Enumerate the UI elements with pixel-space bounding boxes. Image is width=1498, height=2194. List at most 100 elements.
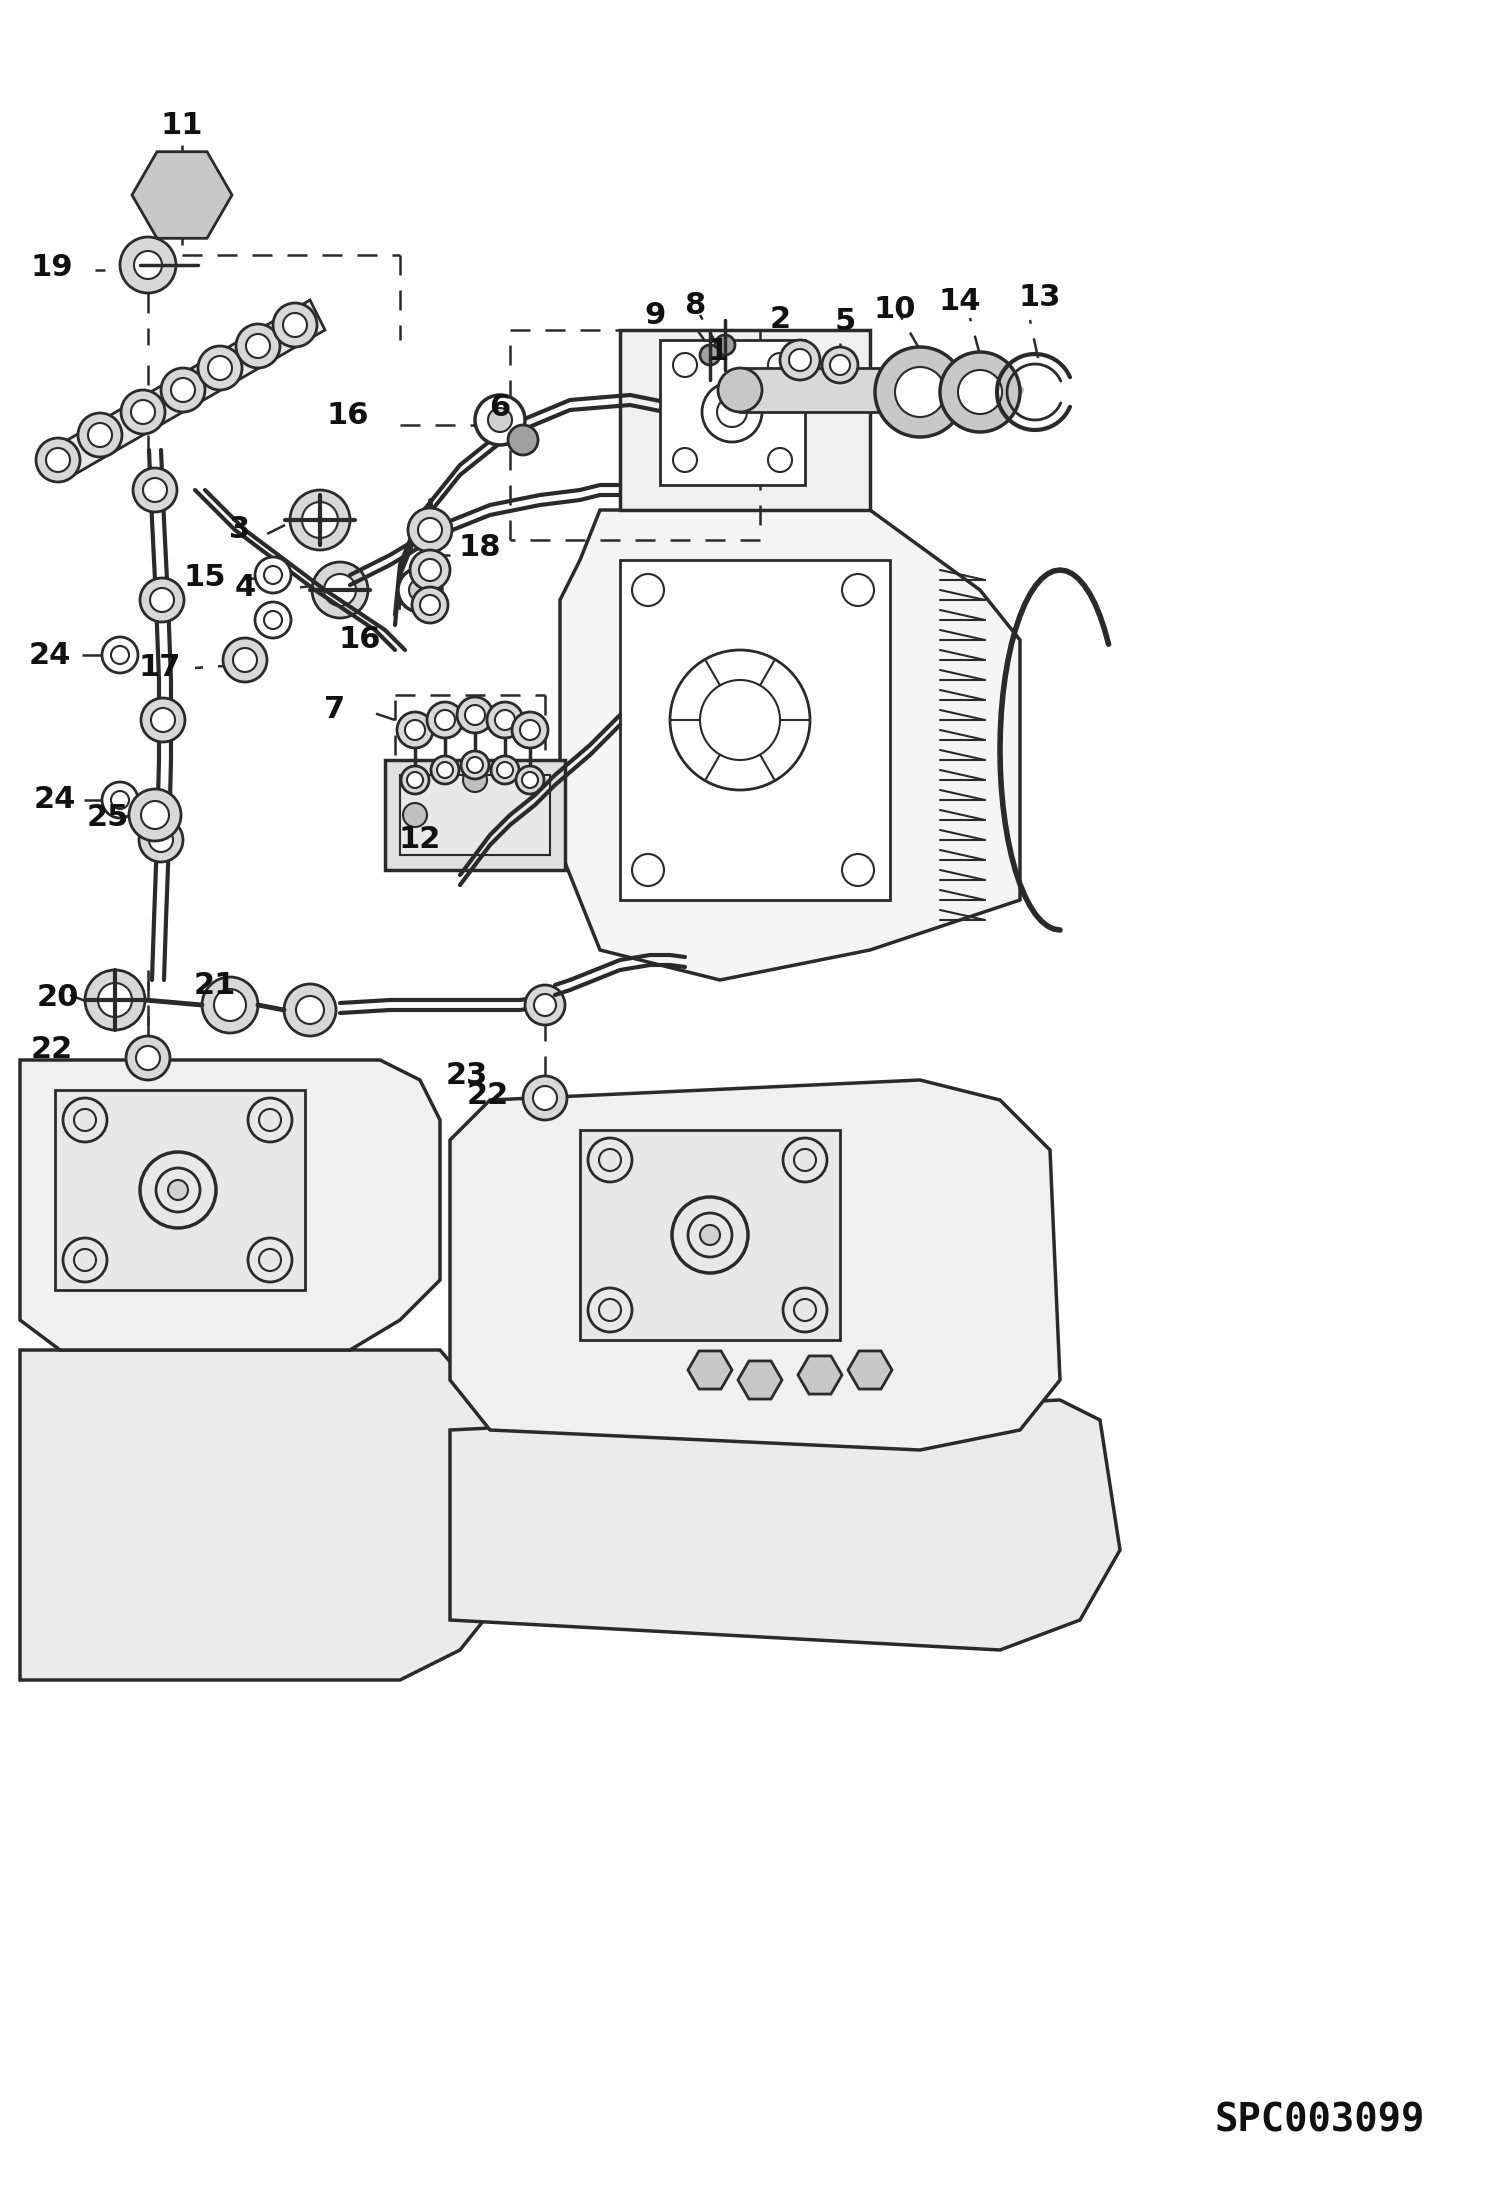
Circle shape (246, 333, 270, 358)
Polygon shape (739, 1360, 782, 1400)
Circle shape (303, 502, 339, 538)
Circle shape (523, 1075, 568, 1119)
Circle shape (427, 702, 463, 737)
Circle shape (234, 647, 258, 671)
Bar (740, 369, 941, 412)
Circle shape (133, 250, 162, 279)
Circle shape (324, 575, 357, 606)
Circle shape (139, 577, 184, 623)
Text: SPC003099: SPC003099 (1215, 2102, 1425, 2139)
Text: 5: 5 (834, 307, 855, 336)
Polygon shape (449, 1079, 1061, 1450)
Circle shape (285, 983, 336, 1036)
Text: 19: 19 (30, 255, 73, 283)
Polygon shape (19, 1060, 440, 1349)
Circle shape (223, 638, 267, 682)
Circle shape (139, 818, 183, 862)
Circle shape (700, 1224, 721, 1244)
Circle shape (208, 355, 232, 380)
Circle shape (147, 160, 217, 230)
Polygon shape (449, 1400, 1121, 1650)
Circle shape (312, 562, 369, 619)
Circle shape (715, 336, 736, 355)
Circle shape (401, 766, 428, 794)
Circle shape (133, 467, 177, 511)
Text: 16: 16 (327, 402, 369, 430)
Polygon shape (798, 1356, 842, 1393)
Circle shape (36, 439, 79, 483)
Circle shape (512, 713, 548, 748)
Circle shape (780, 340, 819, 380)
Circle shape (141, 698, 184, 742)
Circle shape (419, 559, 440, 581)
Circle shape (162, 176, 202, 215)
Text: 10: 10 (873, 296, 917, 325)
Circle shape (160, 369, 205, 412)
Circle shape (521, 772, 538, 788)
Circle shape (120, 237, 175, 294)
Text: 23: 23 (446, 1060, 488, 1090)
Text: 6: 6 (490, 393, 511, 423)
Circle shape (409, 579, 431, 601)
Circle shape (198, 347, 243, 391)
Bar (620, 559, 890, 900)
Circle shape (467, 757, 482, 772)
Text: 7: 7 (325, 695, 346, 724)
Circle shape (524, 985, 565, 1025)
Circle shape (941, 351, 1020, 432)
Text: 14: 14 (939, 287, 981, 316)
Circle shape (508, 426, 538, 454)
Circle shape (283, 314, 307, 338)
Circle shape (162, 176, 202, 215)
Circle shape (830, 355, 849, 375)
Circle shape (403, 803, 427, 827)
Text: 22: 22 (31, 1036, 73, 1064)
Circle shape (102, 636, 138, 674)
Circle shape (264, 610, 282, 630)
Text: 20: 20 (37, 983, 79, 1011)
Circle shape (102, 781, 138, 818)
Text: 9: 9 (644, 301, 665, 329)
Circle shape (202, 976, 258, 1033)
Circle shape (700, 344, 721, 364)
Circle shape (398, 568, 442, 612)
Circle shape (419, 595, 440, 614)
Circle shape (407, 509, 452, 553)
Circle shape (46, 448, 70, 472)
Text: 24: 24 (28, 641, 72, 669)
Circle shape (171, 377, 195, 402)
Text: 25: 25 (87, 803, 129, 832)
Text: 15: 15 (184, 564, 226, 592)
Circle shape (264, 566, 282, 584)
Circle shape (822, 347, 858, 384)
Circle shape (111, 792, 129, 810)
Circle shape (789, 349, 810, 371)
Circle shape (410, 551, 449, 590)
Polygon shape (19, 1349, 500, 1681)
Circle shape (488, 408, 512, 432)
Text: 21: 21 (193, 970, 237, 1000)
Text: 16: 16 (339, 625, 382, 654)
Text: 11: 11 (160, 110, 204, 140)
Circle shape (397, 713, 433, 748)
Polygon shape (132, 151, 232, 239)
Circle shape (487, 702, 523, 737)
Text: 8: 8 (685, 290, 706, 320)
Circle shape (297, 996, 324, 1025)
Circle shape (494, 711, 515, 731)
Circle shape (148, 827, 172, 851)
Bar (400, 774, 550, 856)
Text: 18: 18 (458, 533, 502, 562)
Circle shape (237, 325, 280, 369)
Text: 3: 3 (229, 516, 250, 544)
Polygon shape (848, 1352, 891, 1389)
Circle shape (497, 761, 512, 779)
Circle shape (136, 1047, 160, 1071)
Circle shape (875, 347, 965, 437)
Polygon shape (49, 301, 325, 480)
Circle shape (491, 757, 518, 783)
Text: 13: 13 (1019, 283, 1061, 312)
Circle shape (718, 369, 762, 412)
Circle shape (533, 1086, 557, 1110)
Circle shape (88, 423, 112, 448)
